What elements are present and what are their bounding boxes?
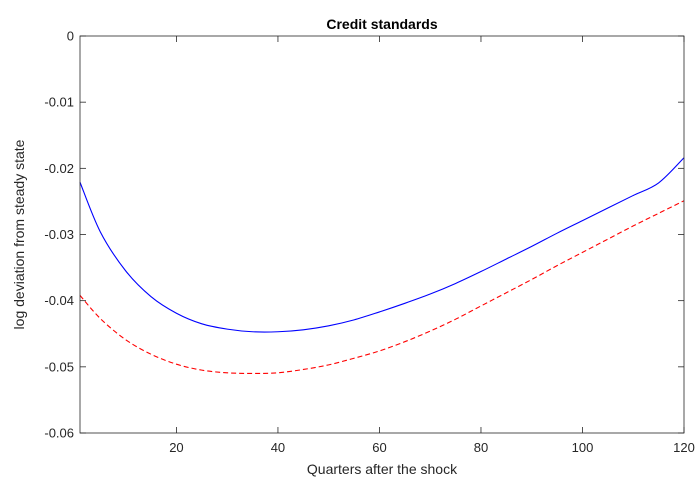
- y-tick-label: -0.04: [44, 293, 74, 308]
- chart-title: Credit standards: [326, 16, 437, 32]
- series-line-solid-blue: [79, 157, 685, 333]
- x-tick-label: 60: [372, 440, 386, 455]
- y-tick-label: -0.01: [44, 95, 74, 110]
- y-tick-label: -0.03: [44, 227, 74, 242]
- series-line-dashed-red: [79, 200, 685, 375]
- x-tick-label: 40: [271, 440, 285, 455]
- x-tick-label: 100: [572, 440, 594, 455]
- x-axis-title: Quarters after the shock: [307, 461, 458, 477]
- y-tick-label: -0.02: [44, 161, 74, 176]
- x-tick-label: 80: [474, 440, 488, 455]
- series-layer: [79, 157, 685, 375]
- x-tick-label: 20: [169, 440, 183, 455]
- y-tick-label: 0: [67, 29, 74, 44]
- y-axis-title: log deviation from steady state: [11, 139, 27, 329]
- y-tick-label: -0.06: [44, 426, 74, 441]
- y-axis: 0 -0.01 -0.02 -0.03 -0.04 -0.05 -0.06: [44, 29, 684, 441]
- y-tick-label: -0.05: [44, 359, 74, 374]
- x-tick-label: 120: [673, 440, 695, 455]
- x-axis: 20 40 60 80 100 120: [169, 36, 695, 455]
- plot-frame: [79, 35, 685, 434]
